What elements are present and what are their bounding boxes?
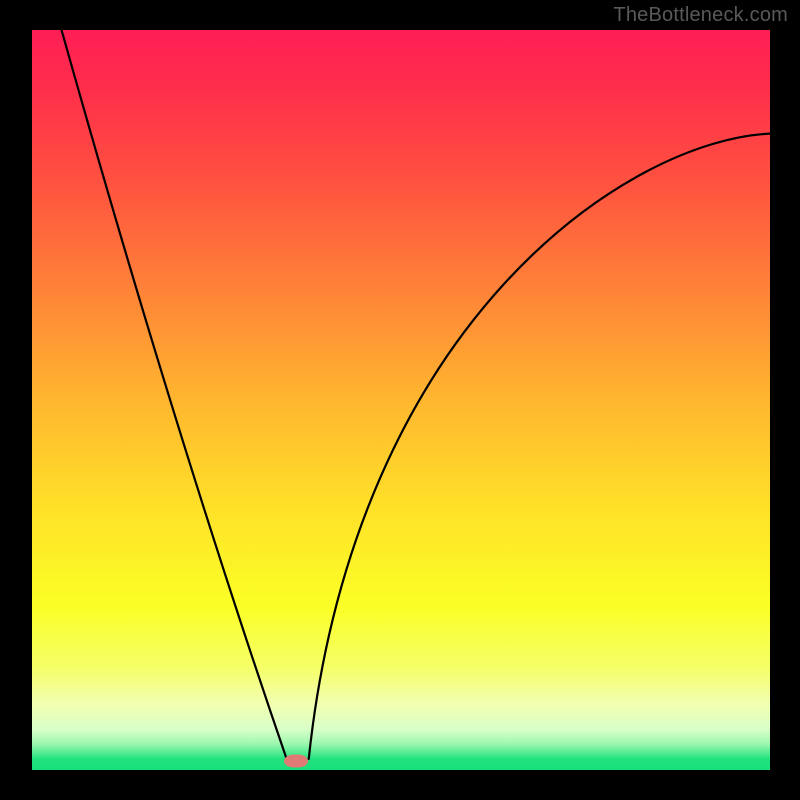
- plot-area: [32, 30, 770, 770]
- bottleneck-curve: [32, 30, 770, 770]
- curve-path: [62, 30, 770, 759]
- minimum-marker: [284, 755, 308, 768]
- watermark-text: TheBottleneck.com: [613, 4, 788, 27]
